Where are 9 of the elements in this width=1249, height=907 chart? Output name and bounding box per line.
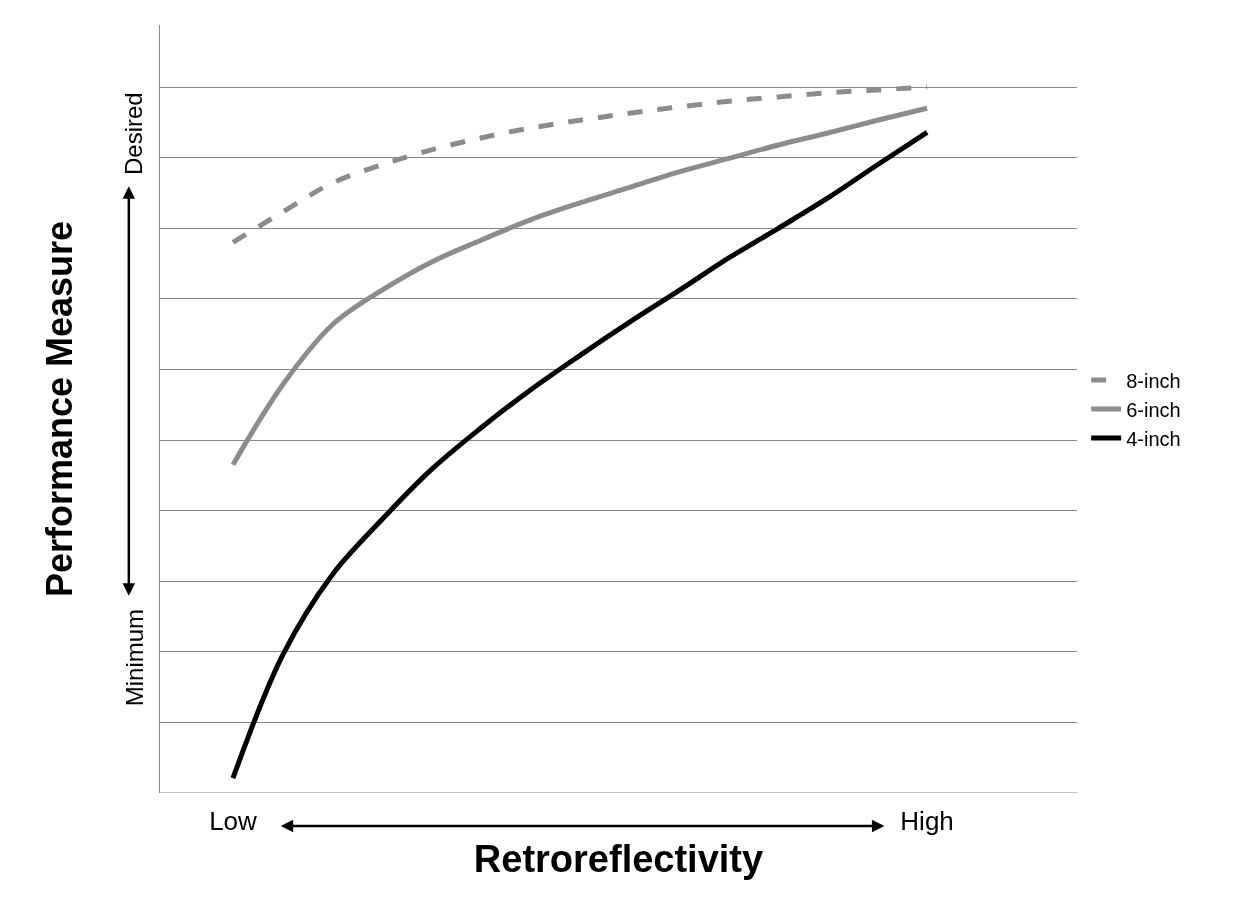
legend-label: 8-inch: [1126, 369, 1181, 392]
y-axis-title: Performance Measure: [38, 220, 80, 598]
x-axis-title: Retroreflectivity: [473, 838, 764, 881]
x-tick-label: Low: [209, 806, 258, 836]
text: Desired: [120, 92, 148, 176]
text: Minimum: [121, 608, 149, 707]
x-tick-label: High: [900, 806, 954, 836]
legend-label: 4-inch: [1126, 427, 1181, 450]
legend-label: 6-inch: [1126, 398, 1181, 421]
